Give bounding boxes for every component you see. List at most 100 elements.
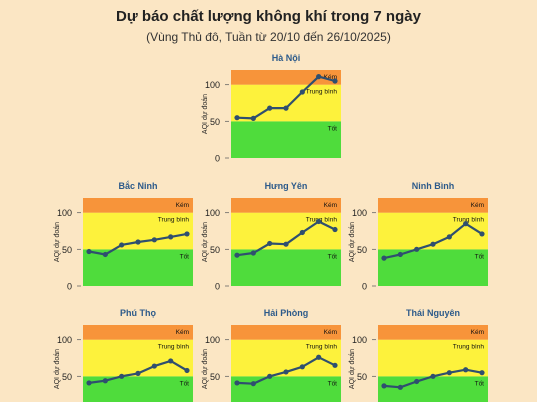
data-point — [381, 255, 387, 261]
aqi-zone-band — [83, 339, 193, 377]
data-point — [414, 378, 420, 385]
data-point — [168, 234, 174, 240]
aqi-zone-band — [83, 376, 193, 402]
data-point — [250, 381, 256, 387]
zone-label: Tốt — [328, 378, 338, 387]
panel-title: Hưng Yên — [265, 181, 308, 191]
data-point — [234, 380, 240, 386]
zone-label: Trung bình — [453, 217, 485, 224]
data-point — [414, 246, 420, 252]
panel-title: Hà Nội — [272, 53, 301, 63]
data-point — [397, 251, 403, 258]
aqi-zone-band — [378, 198, 488, 213]
y-axis-label: AQI dự đoán — [54, 222, 61, 262]
data-point — [151, 363, 157, 369]
y-axis-label: AQI dự đoán — [349, 222, 356, 262]
data-point — [267, 373, 273, 379]
data-point — [299, 229, 305, 236]
zone-label: Tốt — [475, 251, 485, 260]
data-point — [250, 250, 256, 256]
zone-label: Tốt — [328, 123, 338, 132]
aqi-zone-band — [378, 376, 488, 402]
data-point — [184, 367, 190, 374]
y-tick-label: 50 — [210, 117, 220, 127]
data-point — [86, 380, 92, 386]
panel-title: Hải Phòng — [264, 308, 309, 318]
data-point — [86, 248, 92, 255]
data-point — [479, 370, 485, 376]
data-point — [234, 115, 240, 121]
zone-label: Trung bình — [306, 344, 338, 351]
panel-title: Ninh Bình — [412, 181, 455, 191]
panel-title: Bắc Ninh — [118, 180, 157, 191]
aqi-zone-band — [83, 325, 193, 340]
zone-label: Tốt — [328, 251, 338, 260]
data-point — [184, 231, 190, 237]
page-title: Dự báo chất lượng không khí trong 7 ngày — [116, 8, 421, 25]
data-point — [446, 234, 452, 240]
data-point — [332, 362, 338, 368]
chart-panel: Tốt Trung bình Kém Ninh Bình 0 50 100 AQI dự đo… — [349, 181, 488, 292]
chart-panel: Tốt Trung bình Kém Hưng Yên 0 50 100 AQI dự đoá… — [202, 181, 341, 292]
data-point — [446, 370, 452, 376]
zone-label: Tốt — [475, 378, 485, 387]
data-point — [102, 378, 108, 384]
data-point — [332, 78, 338, 84]
aqi-zone-band — [231, 376, 341, 402]
y-tick-label: 100 — [352, 208, 367, 218]
data-point — [316, 218, 322, 225]
y-tick-label: 0 — [215, 282, 220, 292]
zone-label: Kém — [324, 74, 337, 81]
zone-label: Tốt — [180, 251, 190, 260]
y-tick-label: 100 — [57, 335, 72, 345]
zone-label: Kém — [324, 202, 337, 209]
zone-label: Trung bình — [306, 89, 338, 96]
y-tick-label: 100 — [57, 208, 72, 218]
data-point — [267, 105, 273, 111]
y-axis-label: AQI dự đoán — [202, 222, 209, 262]
data-point — [119, 242, 125, 248]
zone-label: Kém — [176, 329, 189, 336]
data-point — [299, 364, 305, 370]
data-point — [397, 384, 403, 390]
data-point — [430, 373, 436, 379]
aqi-zone-band — [83, 249, 193, 286]
data-point — [463, 221, 469, 227]
data-point — [332, 226, 338, 233]
data-point — [430, 241, 436, 247]
zone-label: Kém — [176, 202, 189, 209]
y-axis-label: AQI dự đoán — [349, 349, 356, 389]
zone-label: Trung bình — [158, 344, 190, 351]
zone-label: Kém — [471, 329, 484, 336]
y-tick-label: 100 — [205, 208, 220, 218]
aqi-zone-band — [231, 198, 341, 213]
zone-label: Trung bình — [453, 344, 485, 351]
y-axis-label: AQI dự đoán — [202, 94, 209, 134]
y-tick-label: 50 — [210, 372, 220, 382]
y-tick-label: 0 — [215, 154, 220, 164]
y-axis-label: AQI dự đoán — [202, 349, 209, 389]
zone-label: Kém — [324, 329, 337, 336]
y-axis-label: AQI dự đoán — [54, 349, 61, 389]
data-point — [381, 383, 387, 389]
y-tick-label: 50 — [62, 372, 72, 382]
zone-label: Kém — [471, 202, 484, 209]
y-tick-label: 100 — [205, 80, 220, 90]
y-tick-label: 50 — [62, 245, 72, 255]
aqi-zone-band — [231, 249, 341, 286]
data-point — [135, 370, 141, 376]
data-point — [283, 369, 289, 375]
data-point — [463, 367, 469, 373]
zone-label: Tốt — [180, 378, 190, 387]
data-point — [250, 115, 256, 121]
aqi-zone-band — [231, 121, 341, 158]
aqi-zone-band — [378, 325, 488, 340]
aqi-zone-band — [83, 198, 193, 213]
y-tick-label: 0 — [362, 282, 367, 292]
y-tick-label: 0 — [67, 282, 72, 292]
y-tick-label: 50 — [210, 245, 220, 255]
zone-label: Trung bình — [158, 217, 190, 224]
data-point — [283, 105, 289, 111]
